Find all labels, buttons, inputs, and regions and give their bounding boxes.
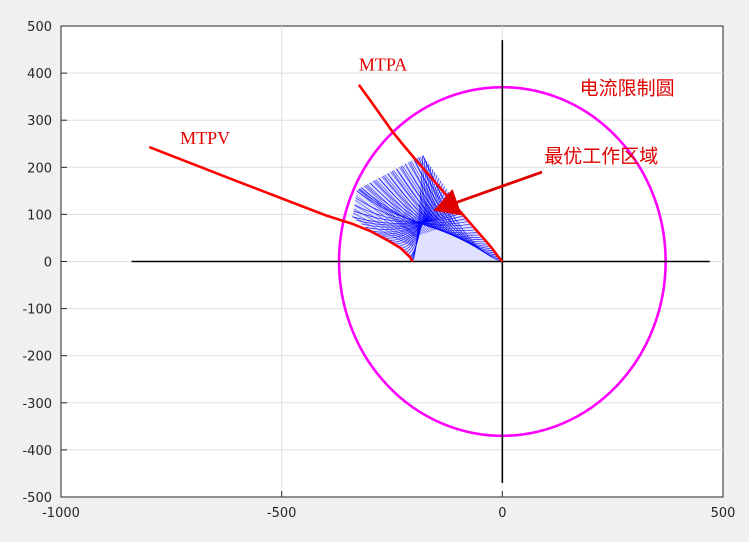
region-hatch xyxy=(387,173,434,231)
series-layer xyxy=(131,40,710,483)
region-hatch xyxy=(359,188,417,237)
region-hatch xyxy=(357,189,417,237)
y-tick-label: -400 xyxy=(22,444,52,459)
tick-labels: -1000 -500 0 5005004003002001000-100-200-30… xyxy=(22,20,735,521)
region-strand xyxy=(400,166,493,252)
region-hatch xyxy=(381,176,431,232)
region-strand xyxy=(404,163,495,254)
region-hatch xyxy=(363,185,420,236)
region-strand xyxy=(391,170,489,247)
region-hatch xyxy=(390,171,436,231)
region-hatch xyxy=(355,200,415,241)
y-tick-label: -500 xyxy=(22,491,52,506)
region-hatch xyxy=(404,163,445,228)
x-tick-label: 500 xyxy=(711,506,736,521)
region-hatch xyxy=(375,179,427,234)
region-strand xyxy=(409,166,432,258)
region-hatch xyxy=(393,170,438,230)
y-tick-label: -300 xyxy=(22,397,52,412)
region-strand xyxy=(387,173,487,245)
region-hatch xyxy=(360,187,418,236)
region-hatch xyxy=(384,174,432,232)
region-hatch xyxy=(399,166,441,229)
region-strand xyxy=(355,197,469,225)
curve-line xyxy=(148,145,414,263)
region-hatch xyxy=(407,162,447,227)
y-tick-label: 0 xyxy=(44,256,52,271)
region-hatch xyxy=(354,204,414,242)
y-tick-label: -100 xyxy=(22,303,52,318)
x-tick-label: -1000 xyxy=(42,506,80,521)
region-hatch xyxy=(402,165,443,229)
region-hatch xyxy=(378,177,429,233)
region-hatch xyxy=(355,195,415,239)
y-tick-label: 500 xyxy=(27,20,52,35)
region-hatch xyxy=(352,216,413,247)
y-tick-label: 300 xyxy=(27,114,52,129)
region-hatch xyxy=(366,184,422,235)
annotation-label: MTPV xyxy=(180,128,230,148)
y-tick-label: 400 xyxy=(27,67,52,82)
region-hatch xyxy=(352,212,413,245)
region-hatch xyxy=(356,190,416,238)
x-tick-label: 0 xyxy=(498,506,506,521)
annotation-label: MTPA xyxy=(359,55,407,75)
y-tick-label: -200 xyxy=(22,350,52,365)
annotation-label-zh: 电流限制圆 xyxy=(580,77,675,99)
region-strand xyxy=(374,180,481,238)
curve-line xyxy=(357,84,504,263)
y-tick-label: 200 xyxy=(27,161,52,176)
region-strand xyxy=(410,163,430,259)
region-strand xyxy=(412,155,424,262)
annotation-arrow xyxy=(433,170,543,216)
region-hatch xyxy=(372,181,425,234)
region-hatch xyxy=(369,182,424,235)
region-strand xyxy=(356,190,471,227)
region-hatch xyxy=(353,208,414,244)
y-tick-label: 100 xyxy=(27,208,52,223)
region-strand xyxy=(378,177,483,240)
region-strand xyxy=(353,210,465,223)
annotation-label-zh: 最优工作区域 xyxy=(544,146,658,168)
region-hatch xyxy=(410,160,448,227)
region-hatch xyxy=(396,168,440,230)
x-tick-label: -500 xyxy=(267,506,297,521)
region-strand xyxy=(396,168,491,249)
